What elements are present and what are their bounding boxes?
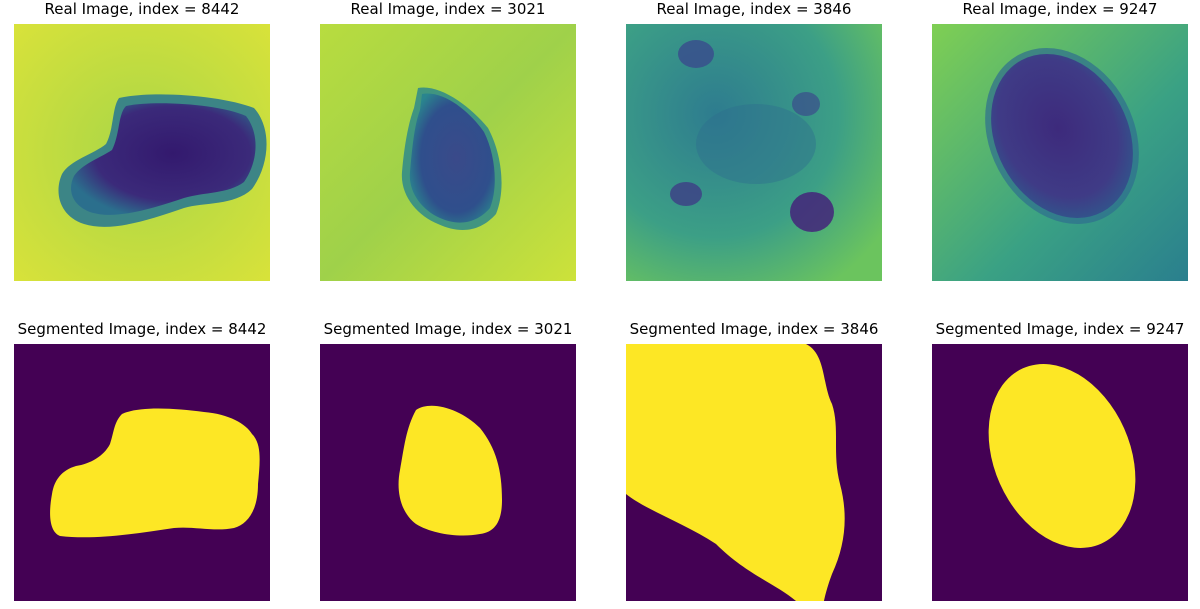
segmented-mask-2 bbox=[320, 344, 576, 601]
segmented-image-title-1: Segmented Image, index = 8442 bbox=[17, 320, 267, 338]
segmented-mask-3 bbox=[626, 344, 882, 601]
segmented-mask-4 bbox=[932, 344, 1188, 601]
segmented-image-title-4: Segmented Image, index = 9247 bbox=[935, 320, 1185, 338]
real-image-4 bbox=[932, 24, 1188, 281]
real-image-title-4: Real Image, index = 9247 bbox=[962, 0, 1158, 18]
real-image-title-3: Real Image, index = 3846 bbox=[656, 0, 852, 18]
real-image-2 bbox=[320, 24, 576, 281]
real-image-title-1: Real Image, index = 8442 bbox=[44, 0, 240, 18]
real-image-3 bbox=[626, 24, 882, 281]
real-image-title-2: Real Image, index = 3021 bbox=[350, 0, 546, 18]
segmented-image-title-2: Segmented Image, index = 3021 bbox=[323, 320, 573, 338]
real-image-1 bbox=[14, 24, 270, 281]
segmented-image-title-3: Segmented Image, index = 3846 bbox=[629, 320, 879, 338]
segmented-mask-1 bbox=[14, 344, 270, 601]
